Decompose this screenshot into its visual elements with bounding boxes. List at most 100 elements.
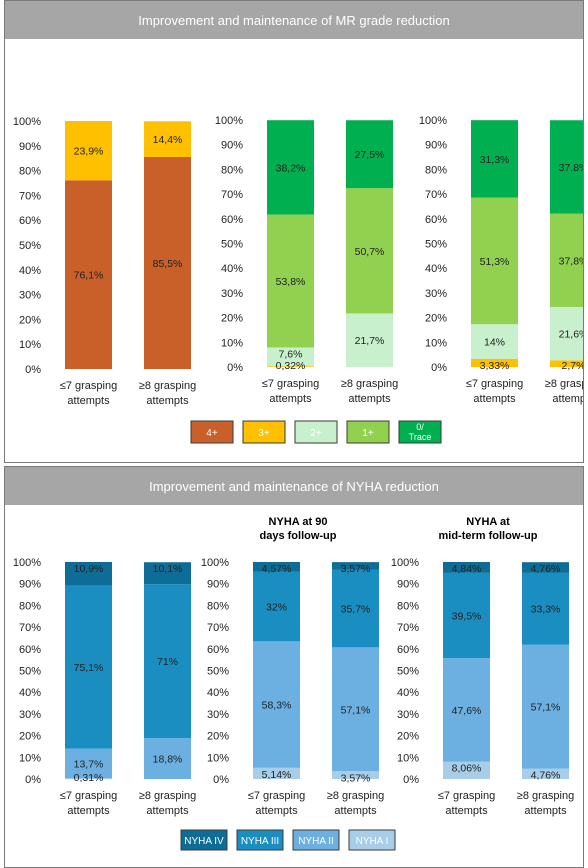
data-label: 14,4% — [153, 134, 183, 146]
chart-title: NYHA at mid-term follow-up — [439, 516, 538, 542]
y-tick-label: 90% — [19, 141, 41, 153]
data-label: 37,8% — [559, 162, 583, 174]
y-tick-label: 80% — [221, 164, 243, 176]
bar-segment — [332, 647, 379, 772]
data-label: 75,1% — [74, 662, 104, 674]
y-tick-label: 30% — [19, 290, 41, 302]
legend-label: 4+ — [206, 428, 218, 439]
y-tick-label: 60% — [19, 644, 41, 656]
bar-segment — [443, 562, 490, 573]
data-label: 4,76% — [531, 563, 561, 575]
data-label: 8,06% — [452, 763, 482, 775]
data-label: 23,9% — [74, 146, 104, 158]
legend-label: 2+ — [310, 428, 322, 439]
y-tick-label: 70% — [397, 622, 419, 634]
bar-segment — [65, 778, 112, 780]
legend-swatch — [348, 829, 396, 851]
x-tick-label: ≤7 grasping attempts — [60, 790, 117, 817]
bar-segment — [522, 572, 569, 645]
chart-3: 0% 10% 20% 30% 40% 50% 60% 70% 80% 90% 100% 0,31% 13… — [13, 557, 196, 817]
data-label: 4,57% — [262, 563, 292, 575]
bar-segment — [346, 188, 393, 314]
mr-banner: Improvement and maintenance of MR grade … — [5, 1, 583, 39]
chart-title: NYHA at 90 days follow-up — [260, 516, 337, 542]
data-label: 4,84% — [452, 563, 482, 575]
bar-segment — [253, 641, 300, 768]
x-tick-label: ≤7 grasping attempts — [438, 790, 495, 817]
data-label: 10,9% — [74, 563, 104, 575]
x-tick-label: ≤7 grasping attempts — [60, 380, 117, 407]
y-tick-label: 40% — [397, 687, 419, 699]
data-label: 21,6% — [559, 329, 583, 341]
data-label: 13,7% — [74, 758, 104, 770]
y-tick-label: 100% — [13, 557, 41, 569]
data-label: 35,7% — [341, 604, 371, 616]
chart-4: NYHA at 90 days follow-up 0% 10% 20% 30% 40% 50… — [201, 516, 384, 817]
bar-segment — [65, 121, 112, 181]
y-tick-label: 0% — [213, 774, 229, 786]
y-tick-label: 40% — [425, 263, 447, 275]
data-label: 4,76% — [531, 770, 561, 782]
y-tick-label: 0% — [431, 362, 447, 374]
y-tick-label: 30% — [425, 288, 447, 300]
y-tick-label: 30% — [397, 709, 419, 721]
y-tick-label: 30% — [207, 709, 229, 721]
y-tick-label: 70% — [19, 190, 41, 202]
data-label: 51,3% — [480, 256, 510, 268]
y-tick-label: 0% — [227, 362, 243, 374]
legend-label: 1+ — [362, 428, 374, 439]
legend-label: NYHA IV — [184, 836, 224, 847]
y-tick-label: 10% — [397, 752, 419, 764]
y-tick-label: 100% — [201, 557, 229, 569]
bar-segment — [522, 562, 569, 573]
bar-segment — [550, 360, 583, 367]
bar-segment — [144, 584, 191, 739]
data-label: 38,2% — [276, 162, 306, 174]
chart-5: NYHA at mid-term follow-up 0% 10% 20% 30% 40% 5… — [391, 516, 574, 817]
data-label: 47,6% — [452, 705, 482, 717]
data-label: 0,32% — [276, 360, 306, 372]
nyha-banner: Improvement and maintenance of NYHA redu… — [5, 467, 583, 505]
data-label: 14% — [484, 336, 505, 348]
y-tick-label: 90% — [19, 579, 41, 591]
bar-segment — [253, 561, 300, 572]
y-tick-label: 100% — [13, 116, 41, 128]
bar-segment — [550, 306, 583, 361]
bar-segment — [332, 562, 379, 570]
data-label: 27,5% — [355, 149, 385, 161]
x-tick-label: ≤7 grasping attempts — [466, 378, 523, 405]
y-tick-label: 10% — [221, 337, 243, 349]
bar-segment — [144, 121, 191, 157]
bar-segment — [332, 569, 379, 648]
bar-segment — [346, 120, 393, 189]
bar-segment — [267, 366, 314, 368]
y-tick-label: 0% — [25, 774, 41, 786]
y-tick-label: 70% — [221, 189, 243, 201]
y-tick-label: 60% — [425, 214, 447, 226]
legend-swatch — [294, 420, 338, 444]
bar-segment — [267, 347, 314, 367]
bar-segment — [443, 572, 490, 659]
y-tick-label: 0% — [403, 774, 419, 786]
y-tick-label: 80% — [397, 600, 419, 612]
y-tick-label: 50% — [397, 666, 419, 678]
legend-swatch — [190, 420, 234, 444]
y-tick-label: 0% — [25, 364, 41, 376]
y-tick-label: 50% — [19, 240, 41, 252]
y-tick-label: 80% — [207, 600, 229, 612]
data-label: 0,31% — [74, 772, 104, 784]
y-tick-label: 80% — [19, 600, 41, 612]
bar-segment — [65, 585, 112, 749]
bar-segment — [471, 197, 518, 325]
y-tick-label: 30% — [19, 709, 41, 721]
bar-segment — [471, 120, 518, 198]
data-label: 31,3% — [480, 154, 510, 166]
legend-swatch — [292, 829, 340, 851]
bar-segment — [346, 313, 393, 367]
y-tick-label: 60% — [207, 644, 229, 656]
